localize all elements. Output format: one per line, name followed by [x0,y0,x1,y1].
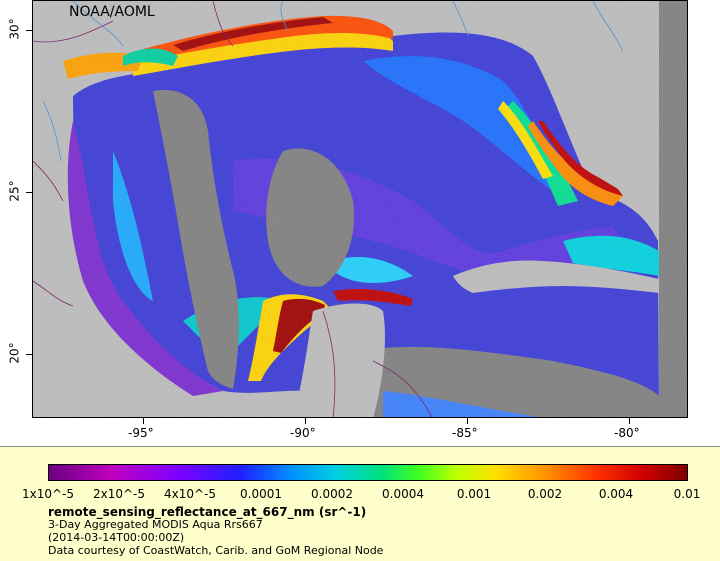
y-tick-mark [26,192,32,193]
variable-name: remote_sensing_reflectance_at_667_nm (sr… [48,505,367,519]
colorbar-tick-label: 4x10^-5 [163,487,217,501]
colorbar [48,464,688,481]
date-label: (2014-03-14T00:00:00Z) [48,531,185,544]
y-tick-mark [26,30,32,31]
map-frame[interactable]: NOAA/AOML [32,0,688,418]
colorbar-tick-label: 0.002 [527,487,563,501]
credit-label: NOAA/AOML [69,4,155,20]
lat-tick-label: 30° [7,18,22,40]
y-tick-mark [26,354,32,355]
lon-tick-label: -90° [290,426,316,440]
colorbar-tick-label: 0.0001 [240,487,282,501]
lon-tick-label: -80° [614,426,640,440]
rivers [42,1,624,162]
gulf-map [33,1,687,417]
colorbar-tick-label: 2x10^-5 [92,487,146,501]
colorbar-tick-label: 0.004 [598,487,634,501]
lon-tick-label: -95° [128,426,154,440]
colorbar-tick-label: 0.001 [456,487,492,501]
lat-tick-label: 20° [7,342,22,364]
state-borders [33,1,433,417]
colorbar-tick-label: 1x10^-5 [21,487,75,501]
product-name: 3-Day Aggregated MODIS Aqua Rrs667 [48,518,263,531]
lon-tick-label: -85° [452,426,478,440]
colorbar-tick-label: 0.01 [673,487,701,501]
x-tick-mark [629,418,630,424]
lat-tick-label: 25° [7,180,22,202]
x-tick-mark [143,418,144,424]
x-tick-mark [305,418,306,424]
courtesy-label: Data courtesy of CoastWatch, Carib. and … [48,544,384,557]
colorbar-tick-label: 0.0002 [311,487,353,501]
colorbar-tick-label: 0.0004 [382,487,424,501]
x-tick-mark [467,418,468,424]
legend-panel: 1x10^-5 2x10^-5 4x10^-5 0.0001 0.0002 0.… [0,446,720,561]
